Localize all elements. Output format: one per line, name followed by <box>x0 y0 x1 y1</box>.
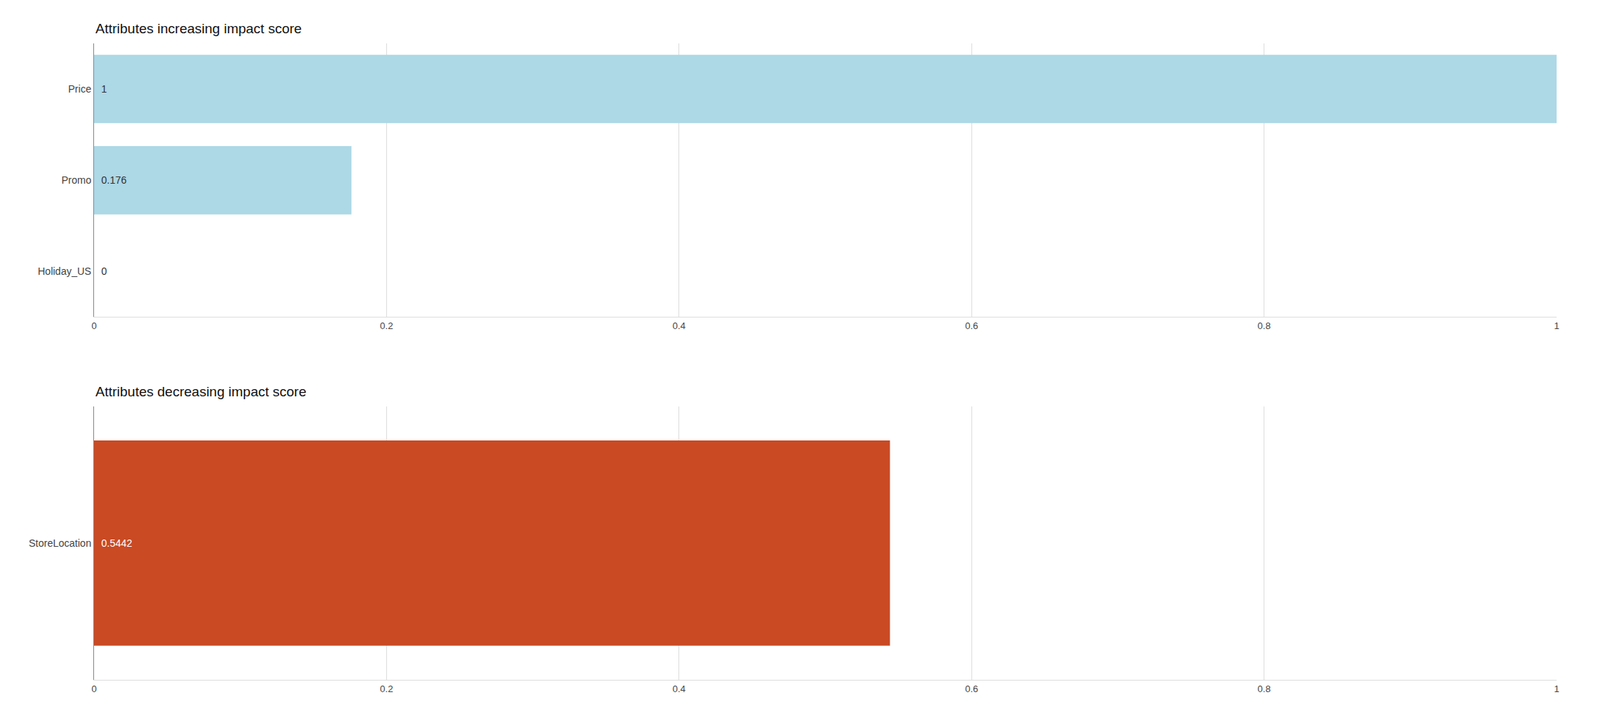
svg-text:0.4: 0.4 <box>672 683 686 695</box>
svg-text:0.2: 0.2 <box>379 683 393 695</box>
svg-text:1: 1 <box>1553 320 1559 332</box>
svg-text:0: 0 <box>91 320 97 332</box>
svg-text:Attributes decreasing impact s: Attributes decreasing impact score <box>95 384 306 400</box>
svg-text:0.176: 0.176 <box>101 174 127 186</box>
svg-text:0.6: 0.6 <box>964 320 978 332</box>
svg-text:1: 1 <box>1553 683 1559 695</box>
svg-text:0.8: 0.8 <box>1257 683 1271 695</box>
svg-text:StoreLocation: StoreLocation <box>28 537 92 550</box>
svg-text:Attributes increasing impact s: Attributes increasing impact score <box>95 20 302 37</box>
svg-text:1: 1 <box>101 83 108 95</box>
svg-text:0.4: 0.4 <box>672 320 686 332</box>
svg-text:Promo: Promo <box>61 174 92 186</box>
svg-text:0.5442: 0.5442 <box>101 537 133 550</box>
svg-text:0.8: 0.8 <box>1257 320 1271 332</box>
svg-text:0: 0 <box>101 265 108 278</box>
svg-text:0.6: 0.6 <box>964 683 978 695</box>
svg-text:Price: Price <box>67 83 92 95</box>
svg-text:0.2: 0.2 <box>379 320 393 332</box>
svg-text:0: 0 <box>91 683 97 695</box>
svg-text:Holiday_US: Holiday_US <box>37 265 92 278</box>
